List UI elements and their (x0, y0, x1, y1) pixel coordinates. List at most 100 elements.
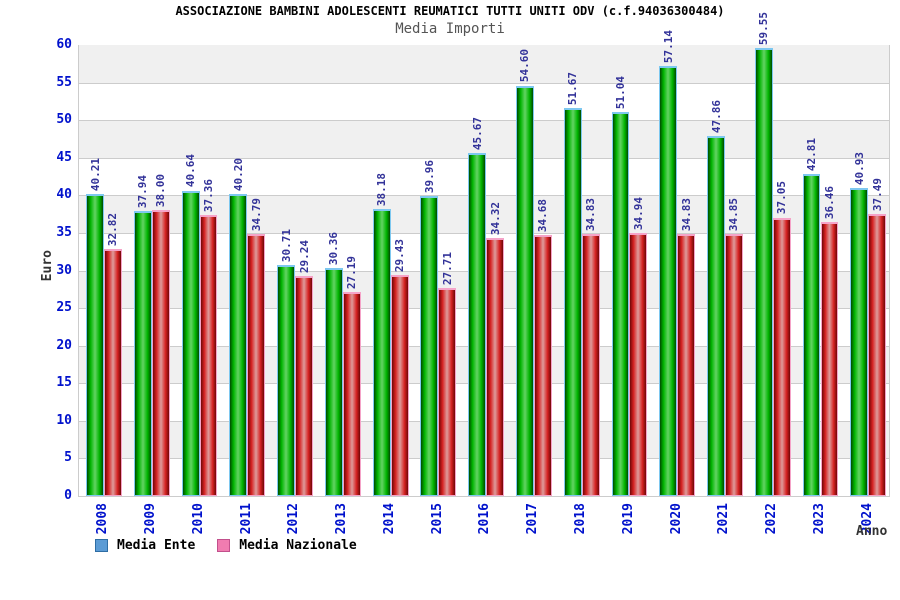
y-tick-label: 50 (56, 112, 72, 128)
bar-value-label: 27.71 (440, 251, 454, 285)
y-tick-label: 20 (56, 337, 72, 353)
chart-subtitle: Media Importi (395, 21, 505, 37)
bar-value-label: 34.85 (727, 197, 741, 232)
legend-label-media-ente: Media Ente (117, 538, 196, 553)
gridline (79, 82, 889, 84)
bar-media-ente-2014 (372, 209, 391, 496)
bar-media-ente-2024 (850, 188, 869, 496)
y-tick-label: 55 (56, 74, 72, 90)
bar-media-nazionale-2023 (820, 221, 839, 496)
bar-media-ente-2018 (563, 107, 582, 496)
bar-value-label: 47.86 (709, 100, 723, 134)
x-tick-label-2021: 2021 (716, 503, 732, 535)
bar-value-label: 59.55 (757, 12, 771, 46)
legend-item-media-ente: Media Ente (95, 538, 195, 553)
bar-value-label: 27.19 (345, 255, 359, 289)
x-tick-label-2022: 2022 (764, 503, 780, 535)
bar-value-label: 37.36 (202, 179, 216, 213)
x-tick-label-2008: 2008 (95, 503, 111, 535)
bar-media-ente-2012 (277, 265, 296, 496)
legend-swatch-media-ente (95, 539, 108, 552)
x-tick-label-2017: 2017 (525, 503, 541, 535)
bar-media-ente-2020 (659, 66, 678, 496)
bar-value-label: 37.49 (870, 178, 884, 212)
x-tick-label-2023: 2023 (811, 503, 827, 535)
x-tick-label-2016: 2016 (477, 503, 493, 535)
bar-media-nazionale-2012 (295, 276, 313, 496)
bar-media-ente-2021 (707, 136, 725, 496)
y-tick-label: 45 (56, 149, 72, 165)
y-tick-label: 30 (56, 262, 72, 278)
bar-media-nazionale-2016 (486, 238, 505, 496)
bar-value-label: 42.81 (805, 138, 819, 172)
bar-value-label: 34.32 (488, 201, 502, 236)
x-tick-label-2013: 2013 (334, 503, 350, 535)
legend: Media Ente Media Nazionale (95, 538, 357, 553)
bar-media-ente-2008 (86, 193, 105, 496)
bar-media-nazionale-2009 (151, 210, 170, 496)
bar-value-label: 37.94 (136, 174, 150, 208)
bar-value-label: 34.94 (631, 197, 645, 231)
x-tick-label-2010: 2010 (190, 503, 206, 535)
bar-media-ente-2017 (516, 85, 534, 496)
bar-media-nazionale-2008 (104, 249, 122, 496)
bar-media-ente-2016 (468, 152, 487, 496)
bar-media-nazionale-2010 (199, 215, 218, 496)
bar-value-label: 40.20 (231, 157, 245, 191)
bar-value-label: 51.04 (613, 76, 627, 110)
x-tick-label-2014: 2014 (381, 503, 397, 535)
bar-media-ente-2011 (229, 193, 248, 496)
bar-media-nazionale-2022 (772, 217, 791, 496)
bar-media-nazionale-2019 (629, 233, 648, 496)
y-tick-label: 60 (56, 37, 72, 52)
x-tick-label-2019: 2019 (620, 503, 636, 535)
x-tick-label-2011: 2011 (238, 503, 254, 535)
y-tick-label: 15 (56, 375, 72, 391)
bar-value-label: 36.46 (822, 185, 836, 219)
bar-media-ente-2023 (802, 174, 821, 496)
y-tick-label: 5 (64, 450, 72, 466)
bar-media-nazionale-2024 (868, 214, 887, 496)
bar-value-label: 32.82 (106, 213, 120, 247)
x-tick-label-2012: 2012 (286, 503, 302, 535)
x-tick-label-2020: 2020 (668, 503, 684, 535)
bar-media-ente-2009 (133, 210, 152, 496)
legend-item-media-nazionale: Media Nazionale (217, 538, 357, 553)
bar-media-ente-2022 (754, 48, 773, 496)
plot-band (79, 82, 889, 121)
bar-value-label: 57.14 (661, 30, 675, 64)
y-tick-label: 25 (56, 300, 72, 316)
x-axis-title: Anno (856, 524, 888, 539)
bar-media-nazionale-2011 (247, 234, 266, 496)
bar-value-label: 29.24 (297, 240, 311, 274)
bar-value-label: 30.71 (279, 229, 293, 263)
bar-value-label: 40.93 (852, 152, 866, 186)
y-axis-title: Euro (40, 250, 55, 282)
bar-media-ente-2013 (324, 267, 343, 496)
y-tick-label: 0 (64, 488, 72, 503)
y-tick-label: 10 (56, 412, 72, 428)
legend-swatch-media-nazionale (217, 539, 231, 552)
bar-value-label: 34.68 (536, 199, 550, 233)
y-tick-label: 35 (56, 224, 72, 240)
bar-media-nazionale-2015 (438, 287, 457, 496)
bar-value-label: 54.60 (518, 49, 532, 83)
bar-value-label: 34.79 (249, 198, 263, 232)
gridline (79, 120, 889, 122)
bar-media-ente-2015 (420, 195, 439, 496)
bar-value-label: 40.21 (88, 157, 102, 191)
bar-media-nazionale-2020 (677, 234, 696, 496)
bar-value-label: 29.43 (393, 238, 407, 272)
bar-media-nazionale-2018 (581, 234, 600, 496)
bar-media-nazionale-2021 (724, 234, 743, 496)
chart-title: ASSOCIAZIONE BAMBINI ADOLESCENTI REUMATI… (175, 4, 725, 18)
bar-media-ente-2019 (611, 112, 630, 496)
bar-media-nazionale-2017 (533, 235, 552, 496)
bar-media-nazionale-2013 (342, 291, 361, 496)
bar-value-label: 34.83 (584, 198, 598, 232)
bar-value-label: 38.18 (375, 172, 389, 207)
bar-value-label: 51.67 (566, 71, 580, 105)
bar-value-label: 37.05 (775, 181, 789, 215)
plot-band (79, 45, 889, 83)
